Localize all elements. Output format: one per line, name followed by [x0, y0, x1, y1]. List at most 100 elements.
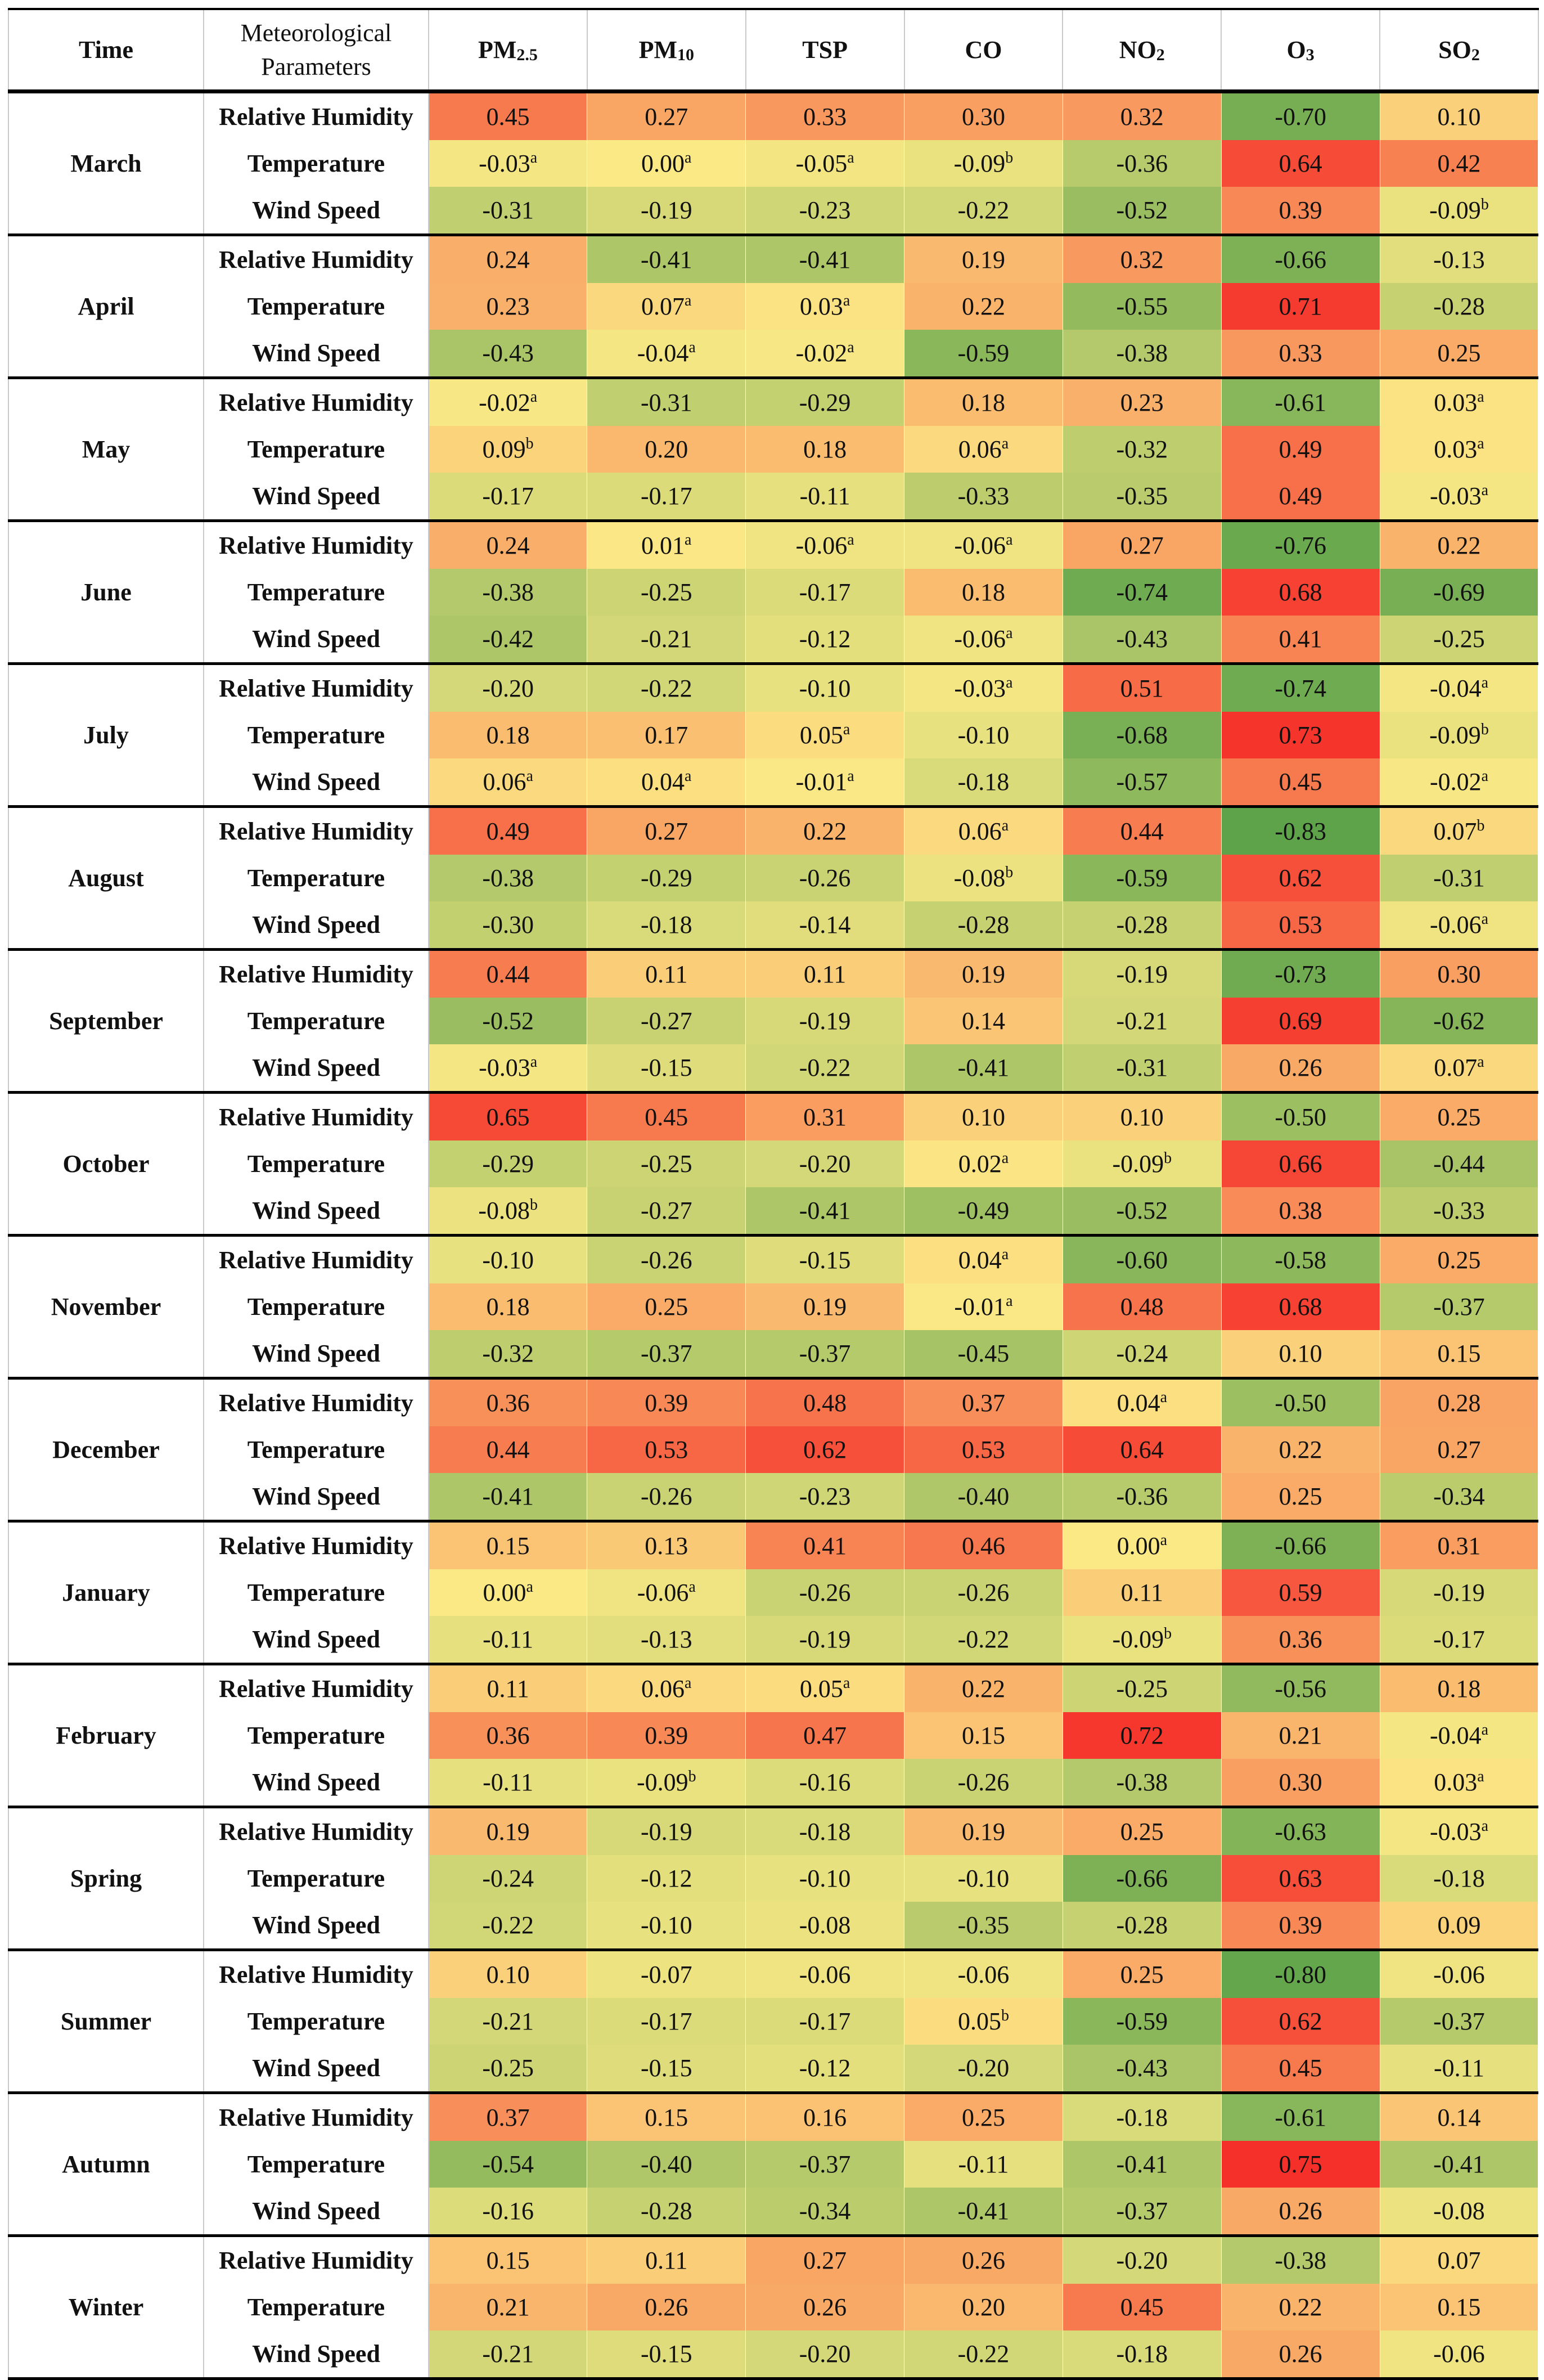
cell-value: 0.13 [645, 1532, 688, 1560]
cell-value: -0.10 [482, 1246, 534, 1274]
heatmap-cell: -0.41 [904, 2188, 1063, 2237]
heatmap-cell: -0.25 [587, 569, 746, 616]
heatmap-cell: -0.36 [1063, 140, 1222, 187]
cell-value: -0.13 [640, 1625, 692, 1653]
cell-value: -0.17 [1433, 1625, 1485, 1653]
heatmap-cell: -0.07 [587, 1950, 746, 1998]
cell-significance-mark: a [1481, 767, 1489, 785]
parameter-label-relative-humidity: Relative Humidity [204, 1950, 429, 1998]
cell-value: 0.19 [486, 1818, 530, 1845]
cell-value: 0.00 [641, 150, 685, 177]
cell-value: -0.10 [957, 721, 1010, 749]
heatmap-cell: -0.11 [429, 1616, 588, 1665]
heatmap-cell: -0.43 [1063, 616, 1222, 665]
heatmap-cell: 0.01a [587, 520, 746, 569]
cell-value: 0.75 [1279, 2150, 1322, 2178]
heatmap-cell: 0.00a [429, 1569, 588, 1616]
cell-value: -0.10 [799, 675, 851, 702]
heatmap-cell: -0.34 [1380, 1473, 1539, 1523]
cell-value: -0.35 [957, 1911, 1010, 1939]
cell-value: 0.19 [961, 246, 1005, 273]
heatmap-cell: 0.26 [745, 2284, 905, 2330]
table-row: Wind Speed 0.06a 0.04a -0.01a -0.18 -0.57 0.45… [8, 758, 1539, 808]
cell-value: 0.09 [482, 435, 526, 463]
cell-value: 0.17 [645, 721, 688, 749]
heatmap-cell: -0.22 [429, 1902, 588, 1951]
table-row: Wind Speed -0.32 -0.37 -0.37 -0.45 -0.24 0.10 0… [8, 1330, 1539, 1380]
cell-value: 0.44 [486, 960, 530, 988]
heatmap-cell: -0.38 [429, 855, 588, 901]
cell-significance-mark: a [1001, 817, 1009, 834]
cell-value: -0.34 [799, 2197, 851, 2225]
cell-value: 0.07 [641, 293, 685, 320]
cell-value: -0.02 [479, 389, 530, 416]
header-time: Time [8, 8, 204, 93]
time-label-september: September [8, 949, 204, 1094]
cell-value: 0.46 [961, 1532, 1005, 1560]
cell-value: 0.53 [645, 1436, 688, 1463]
heatmap-cell: 0.49 [1221, 426, 1380, 473]
table-row: Summer Relative Humidity 0.10 -0.07 -0.06 -0.… [8, 1950, 1539, 2094]
cell-value: -0.43 [1116, 2054, 1168, 2082]
cell-value: 0.15 [486, 1532, 530, 1560]
heatmap-cell: 0.24 [429, 520, 588, 569]
cell-value: 0.11 [1120, 1579, 1163, 1606]
cell-value: -0.27 [640, 1197, 692, 1224]
cell-value: -0.25 [640, 1150, 692, 1178]
cell-value: 0.51 [1120, 675, 1164, 702]
table-row: Autumn Relative Humidity 0.37 0.15 0.16 0.25 -… [8, 2092, 1539, 2237]
parameter-label-temperature: Temperature [204, 1426, 429, 1473]
heatmap-cell: 0.72 [1063, 1712, 1222, 1759]
heatmap-cell: -0.38 [1063, 330, 1222, 379]
table-row: July Relative Humidity -0.20 -0.22 -0.10 -0.0… [8, 663, 1539, 808]
heatmap-cell: -0.22 [904, 187, 1063, 236]
heatmap-cell: 0.25 [1063, 1950, 1222, 1998]
cell-value: -0.15 [640, 2340, 692, 2368]
heatmap-cell: 0.62 [1221, 1998, 1380, 2045]
heatmap-cell: -0.76 [1221, 520, 1380, 569]
cell-value: -0.19 [799, 1625, 851, 1653]
heatmap-cell: -0.23 [745, 187, 905, 236]
cell-value: -0.55 [1116, 293, 1168, 320]
parameter-label-temperature: Temperature [204, 998, 429, 1044]
cell-value: -0.12 [799, 625, 851, 653]
heatmap-cell: -0.08 [745, 1902, 905, 1951]
cell-value: -0.73 [1275, 960, 1326, 988]
cell-value: 0.25 [1437, 1246, 1481, 1274]
heatmap-cell: -0.06a [1380, 901, 1539, 951]
heatmap-cell: -0.41 [1063, 2141, 1222, 2188]
cell-value: 0.06 [483, 768, 526, 796]
parameter-label-relative-humidity: Relative Humidity [204, 378, 429, 426]
cell-value: -0.02 [795, 339, 848, 367]
heatmap-cell: 0.68 [1221, 1283, 1380, 1330]
heatmap-cell: 0.30 [904, 91, 1063, 140]
heatmap-cell: -0.22 [904, 2330, 1063, 2380]
heatmap-cell: 0.26 [1221, 2330, 1380, 2380]
heatmap-cell: -0.21 [429, 1998, 588, 2045]
heatmap-cell: 0.05a [745, 1664, 905, 1712]
time-label-november: November [8, 1235, 204, 1380]
table-row: Wind Speed -0.41 -0.26 -0.23 -0.40 -0.36 0.25 -… [8, 1473, 1539, 1523]
heatmap-cell: -0.02a [1380, 758, 1539, 808]
cell-value: 0.22 [961, 1675, 1005, 1703]
cell-value: -0.18 [1116, 2104, 1168, 2131]
cell-value: -0.22 [957, 1625, 1010, 1653]
heatmap-cell: -0.11 [904, 2141, 1063, 2188]
header-label: TSP [802, 35, 848, 64]
header-so2: SO2 [1380, 8, 1539, 93]
time-label-march: March [8, 91, 204, 236]
parameter-label-temperature: Temperature [204, 1998, 429, 2045]
cell-value: 0.45 [1279, 768, 1322, 796]
cell-value: 0.23 [486, 293, 530, 320]
cell-value: -0.03 [479, 1054, 530, 1081]
cell-significance-mark: a [1160, 1389, 1168, 1406]
table-row: Wind Speed -0.11 -0.09b -0.16 -0.26 -0.38 0.30… [8, 1759, 1539, 1808]
cell-value: 0.39 [645, 1722, 688, 1749]
heatmap-cell: -0.26 [745, 1569, 905, 1616]
heatmap-cell: 0.37 [429, 2092, 588, 2141]
table-row: Wind Speed -0.30 -0.18 -0.14 -0.28 -0.28 0.53 -… [8, 901, 1539, 951]
heatmap-cell: 0.25 [1380, 1092, 1539, 1140]
heatmap-cell: -0.28 [904, 901, 1063, 951]
cell-value: 0.03 [1434, 389, 1478, 416]
heatmap-cell: 0.10 [429, 1950, 588, 1998]
